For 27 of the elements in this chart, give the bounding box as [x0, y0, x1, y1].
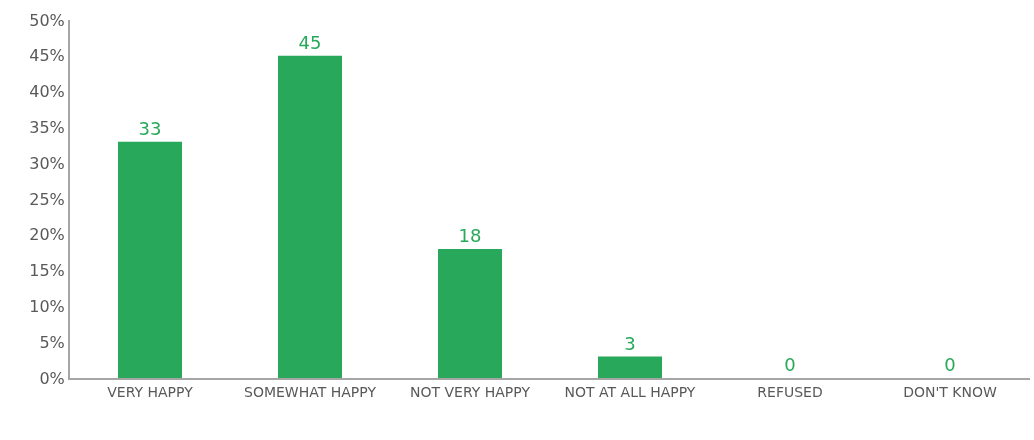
- x-tick-label: NOT VERY HAPPY: [410, 383, 531, 400]
- y-tick-label: 50%: [29, 10, 65, 30]
- y-tick-label: 30%: [29, 153, 65, 173]
- y-tick-label: 5%: [39, 332, 65, 352]
- y-tick-label: 35%: [29, 118, 65, 137]
- x-tick-label: REFUSED: [757, 383, 823, 400]
- y-tick-label: 40%: [29, 82, 65, 102]
- y-tick-label: 20%: [29, 225, 65, 245]
- x-tick-label: NOT AT ALL HAPPY: [564, 383, 696, 400]
- y-tick-label: 15%: [29, 261, 65, 281]
- x-tick-label: DON'T KNOW: [903, 383, 997, 400]
- data-label: 45: [298, 31, 322, 53]
- data-label: 18: [458, 225, 482, 247]
- bar: [278, 55, 342, 378]
- data-label: 33: [138, 117, 162, 139]
- bar: [118, 141, 182, 378]
- x-tick-label: SOMEWHAT HAPPY: [244, 383, 377, 400]
- y-tick-label: 45%: [29, 46, 65, 66]
- bar: [438, 249, 502, 378]
- y-tick-label: 25%: [29, 189, 65, 209]
- y-tick-label: 10%: [29, 297, 65, 316]
- data-label: 0: [784, 354, 796, 375]
- bar: [598, 356, 662, 378]
- data-label: 3: [624, 332, 636, 354]
- x-tick-label: VERY HAPPY: [107, 383, 194, 400]
- data-label: 0: [944, 354, 956, 375]
- y-tick-label: 0%: [39, 368, 65, 388]
